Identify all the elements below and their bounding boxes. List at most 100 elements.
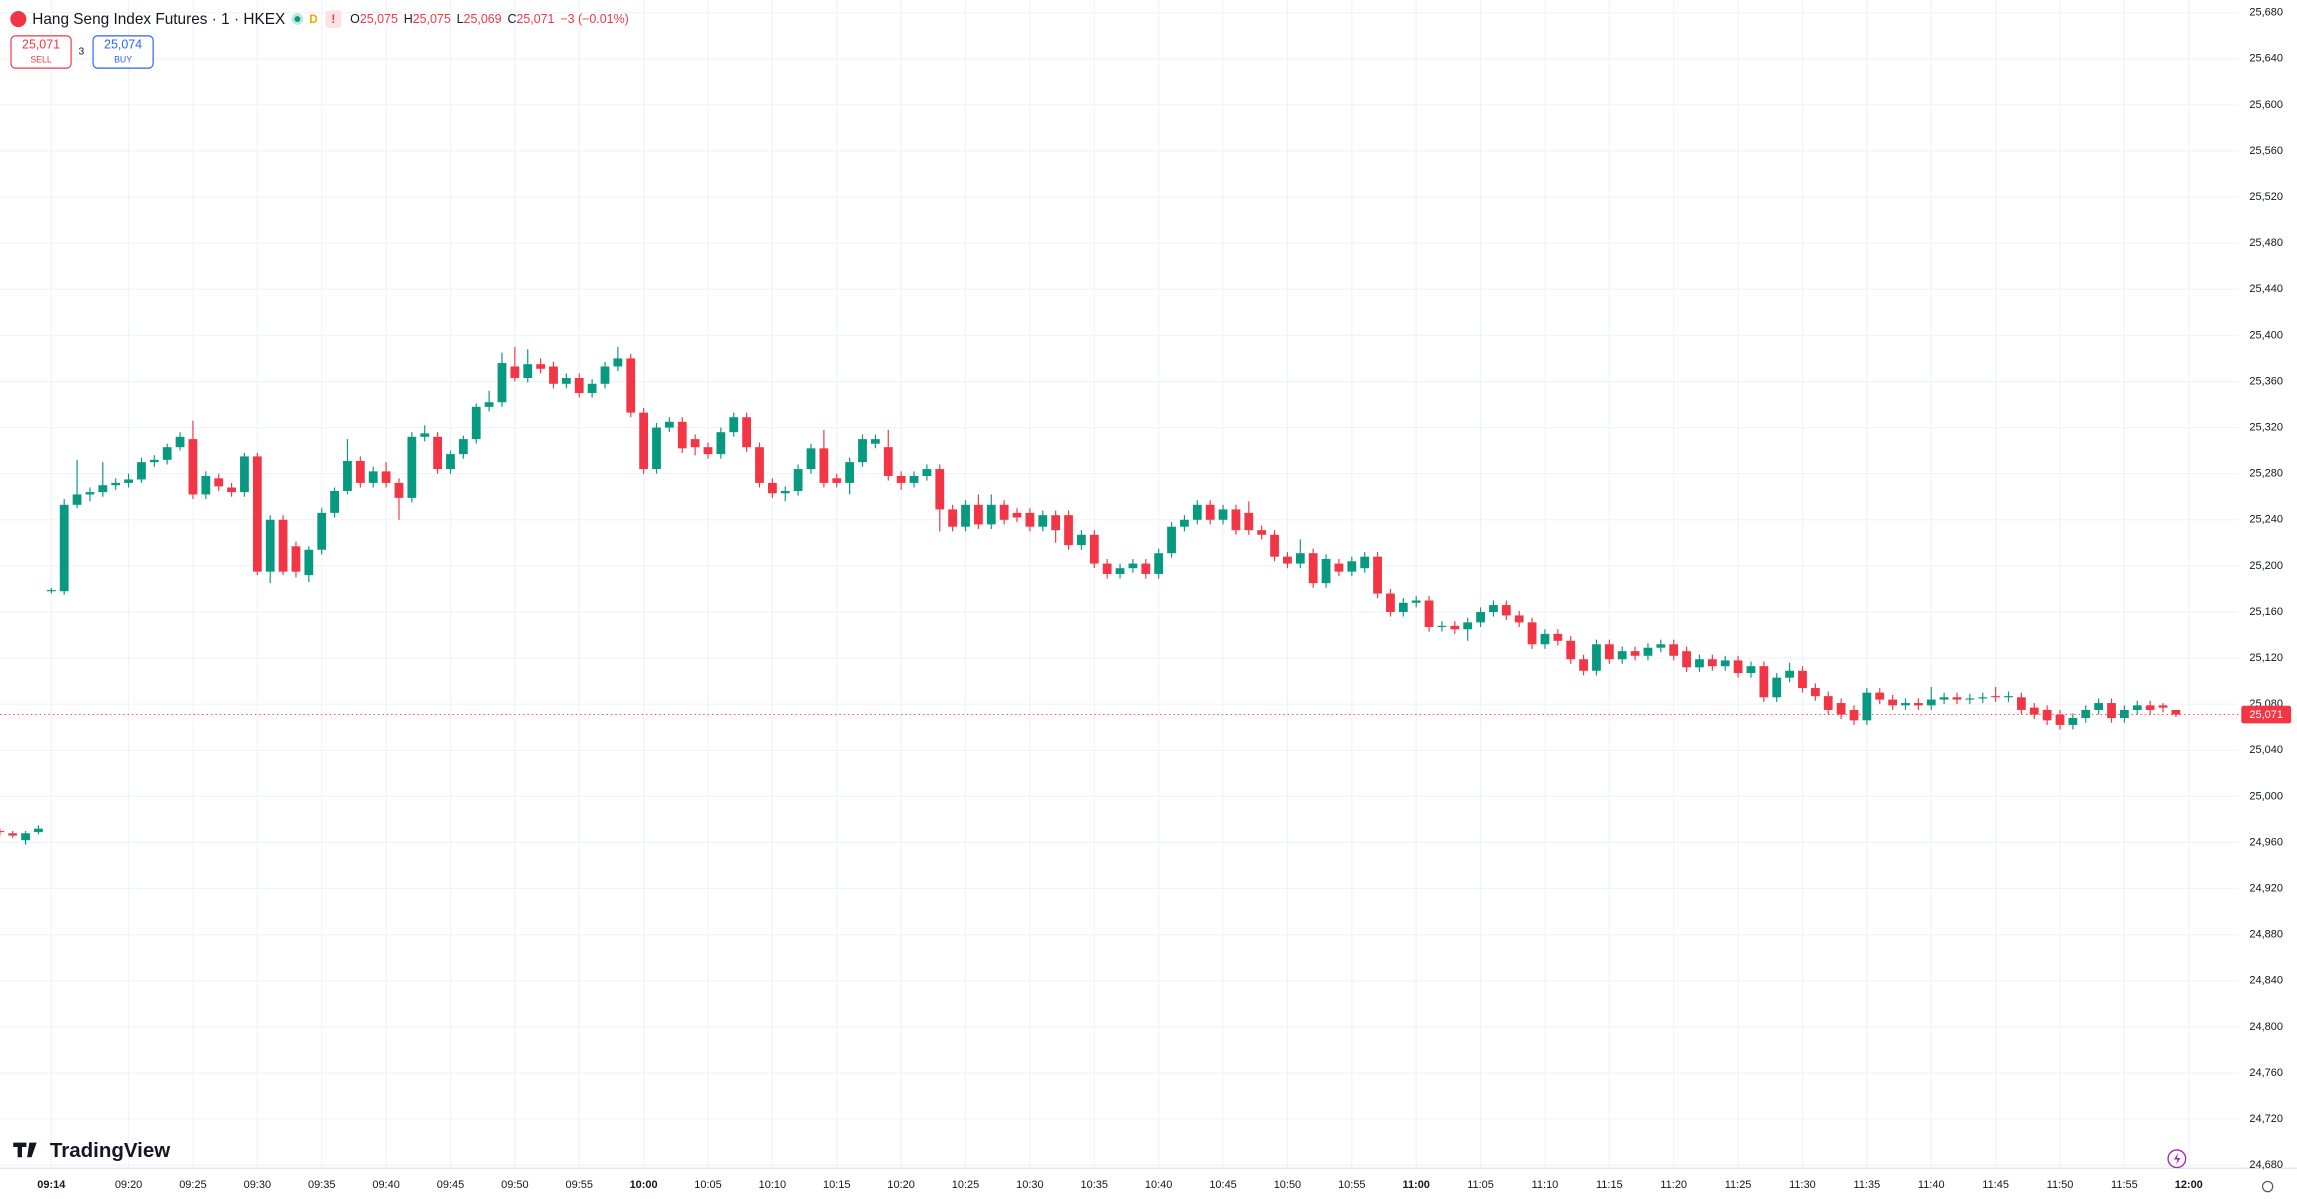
candle-body [1167,526,1176,554]
candle-body [819,448,829,483]
x-tick-label: 11:55 [2111,1179,2138,1191]
candle-body [381,471,391,483]
buy-button[interactable] [92,35,154,69]
candle-body [484,402,494,407]
candle-body [2068,718,2078,725]
candle-body [458,439,468,455]
candle-body [1695,659,1704,668]
candle-body [1978,697,1988,699]
y-tick-label: 25,280 [2249,468,2283,480]
candle-body [1991,696,2001,698]
candle-body [2145,705,2155,710]
candle-body [59,504,69,592]
candle-body [999,504,1009,520]
candle-body [793,469,803,491]
candle-body [587,383,597,394]
candle-body [355,461,365,483]
candle-body [1257,530,1267,535]
candle-body [1295,553,1305,564]
candle-body [948,509,958,527]
candle-body [124,479,133,483]
candle-body [1746,666,1756,674]
candle-body [1051,515,1061,531]
last-price-tag [2241,705,2292,724]
y-tick-label: 25,120 [2249,652,2283,664]
candle-body [1656,644,1666,648]
y-tick-label: 24,960 [2249,836,2283,848]
candle-body [1630,651,1640,656]
y-tick-label: 25,600 [2249,99,2283,111]
candle-body [407,436,417,498]
alert-icon[interactable] [325,10,342,28]
candle-body [291,546,301,572]
status-dot [294,16,301,22]
candle-body [1102,563,1112,574]
ohlc-legend: O25,075 H25,075 L25,069 C25,071 −3 (−0.01%) [350,12,629,26]
candle-body [600,366,610,384]
candle-body [755,447,764,483]
y-tick-label: 25,200 [2249,560,2283,572]
candle-body [0,830,5,833]
candle-body [1205,504,1215,520]
brand-logo[interactable] [13,1142,37,1158]
candle-body [613,358,623,367]
candle-body [2016,697,2026,710]
ohlc-value: 25,075 [413,12,451,26]
candle-body [1270,534,1279,557]
candle-body [2158,705,2168,708]
candle-body [1604,644,1614,660]
candle-body [1180,519,1189,527]
candle-body [278,519,288,572]
candle-body [767,482,777,494]
candle-body [34,828,43,833]
symbol-title[interactable]: Hang Seng Index Futures · 1 · HKEX [32,11,285,28]
symbol-icon[interactable] [10,10,27,28]
candle-body [1154,553,1164,574]
candle-body [1965,698,1975,700]
candle-body [1553,633,1563,641]
candle-body [1141,563,1151,574]
x-tick-label: 10:35 [1081,1179,1108,1191]
y-tick-label: 25,400 [2249,329,2283,341]
candle-body [2055,714,2065,725]
y-tick-label: 25,040 [2249,744,2283,756]
candle-body [1386,593,1395,612]
y-tick-label: 24,760 [2249,1067,2283,1079]
candle-body [1540,633,1550,645]
candle-body [330,490,339,513]
candle-body [1682,651,1691,668]
y-tick-label: 25,320 [2249,421,2283,433]
x-tick-label: 11:00 [1402,1179,1429,1191]
delay-badge[interactable]: D [309,13,317,26]
candle-body [8,833,18,836]
candle-body [1321,558,1331,584]
settings-icon[interactable] [2261,1180,2274,1193]
candle-body [1926,699,1936,706]
candle-body [974,504,983,525]
candle-body [574,378,584,394]
candle-body [2107,703,2116,719]
candle-body [832,478,842,483]
brand-name[interactable]: TradingView [50,1139,170,1162]
candle-body [1527,622,1537,645]
candle-body [1437,625,1447,627]
candle-body [1360,556,1370,569]
x-tick-label: 10:50 [1274,1179,1301,1191]
grid [0,0,2239,1168]
candle-body [626,358,636,413]
candle-body [227,487,236,493]
x-tick-label: 11:25 [1725,1179,1752,1191]
candle-body [214,478,224,487]
x-tick-label: 11:10 [1532,1179,1559,1191]
x-tick-label: 10:45 [1209,1179,1236,1191]
candle-body [240,456,249,493]
x-tick-label: 10:15 [823,1179,850,1191]
flash-icon[interactable] [2167,1149,2187,1169]
candle-body [252,456,262,572]
ohlc-key: O [350,12,360,26]
sell-button[interactable] [10,35,72,69]
sell-price: 25,071 [22,38,60,52]
candle-body [265,519,275,572]
candle-body [1373,556,1382,594]
x-tick-label: 11:15 [1596,1179,1623,1191]
